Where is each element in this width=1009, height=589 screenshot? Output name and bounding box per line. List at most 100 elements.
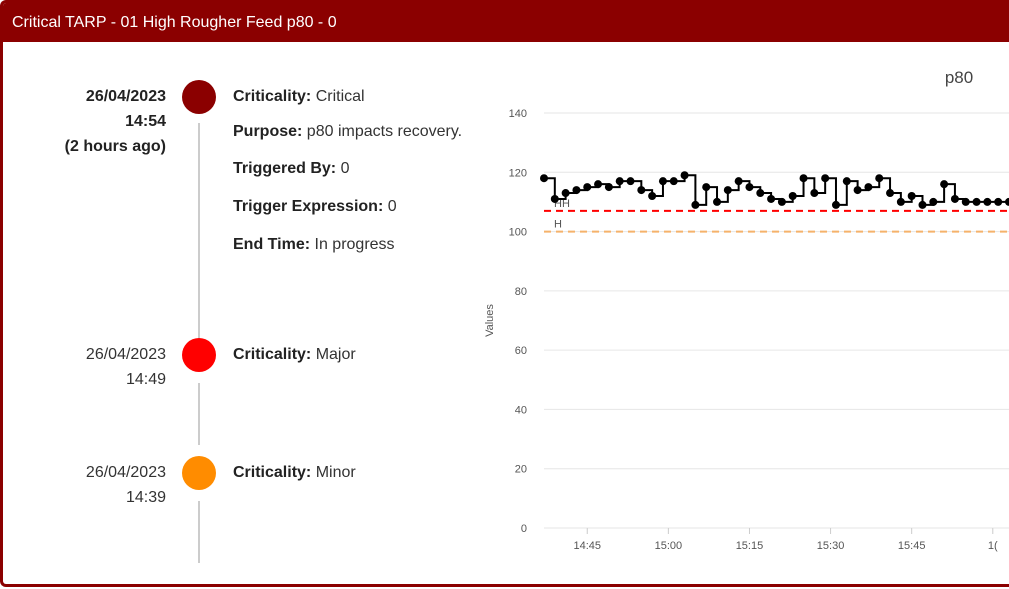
timeline-details: Criticality: Minor: [233, 463, 356, 500]
data-point: [615, 177, 624, 186]
major-status-dot: [182, 338, 216, 372]
data-point: [550, 194, 559, 203]
data-point: [604, 183, 613, 192]
data-point: [756, 189, 765, 198]
data-point: [680, 171, 689, 180]
data-point: [983, 197, 992, 206]
data-point: [853, 186, 862, 195]
data-point: [658, 177, 667, 186]
detail-value: p80 impacts recovery.: [306, 123, 463, 140]
y-tick-label: 60: [515, 345, 527, 357]
minor-status-dot: [182, 456, 216, 490]
data-point: [864, 183, 873, 192]
critical-status-dot: [182, 80, 216, 114]
data-point: [940, 180, 949, 189]
data-point: [821, 174, 830, 183]
timeline-date: 26/04/2023: [85, 88, 166, 105]
detail-value: Major: [315, 346, 356, 363]
timeline-time: 14:39: [125, 489, 166, 506]
data-point: [929, 197, 938, 206]
timeline-time: 14:54: [125, 113, 166, 130]
data-point: [713, 197, 722, 206]
detail-key: Trigger Expression:: [233, 198, 384, 215]
y-tick-label: 100: [509, 227, 527, 239]
data-point: [994, 197, 1003, 206]
detail-key: Criticality:: [233, 88, 312, 105]
data-point: [648, 192, 657, 200]
data-point: [734, 177, 743, 186]
data-point: [1005, 197, 1009, 206]
data-point: [875, 174, 884, 183]
data-point: [594, 180, 603, 189]
detail-value: Minor: [315, 464, 356, 481]
detail-end-time: End Time: In progress: [233, 235, 462, 272]
detail-criticality: Criticality: Critical: [233, 87, 462, 124]
timeline-connector: [198, 123, 200, 338]
data-point: [745, 183, 754, 192]
data-point: [886, 189, 895, 198]
panel-title: Critical TARP - 01 High Rougher Feed p80…: [3, 3, 1009, 42]
criticality-timeline: 26/04/2023 14:54 (2 hours ago) Criticali…: [3, 43, 483, 583]
y-tick-label: 20: [515, 464, 527, 476]
data-point: [723, 186, 732, 195]
chart-svg: p80 0 20 40 60 80 100 120 140 Values 14:45 15:00 15:…: [484, 68, 1009, 552]
detail-criticality: Criticality: Major: [233, 345, 356, 382]
data-point: [831, 200, 840, 209]
data-point: [788, 192, 797, 200]
data-point: [583, 183, 592, 192]
timeline-date: 26/04/2023: [85, 464, 166, 481]
data-point: [799, 174, 808, 183]
x-tick-label: 14:45: [573, 540, 601, 552]
series-line: [544, 174, 1009, 206]
y-tick-label: 0: [521, 523, 527, 535]
detail-criticality: Criticality: Minor: [233, 463, 356, 500]
x-tick-label: 15:15: [736, 540, 764, 552]
detail-value: 0: [340, 160, 350, 177]
data-point: [918, 200, 927, 209]
detail-value: In progress: [314, 236, 395, 253]
timeline-connector: [198, 501, 200, 563]
data-point: [702, 183, 711, 192]
chart-title: p80: [945, 68, 973, 87]
p80-chart: p80 0 20 40 60 80 100 120 140 Values 14:45 15:00 15:…: [475, 40, 1009, 589]
detail-key: End Time:: [233, 236, 311, 253]
data-point: [972, 197, 981, 206]
data-point: [669, 177, 678, 186]
data-point: [842, 177, 851, 186]
timeline-time: 14:49: [125, 371, 166, 388]
x-tick-label: 15:30: [817, 540, 845, 552]
timeline-relative-time: (2 hours ago): [64, 138, 166, 155]
detail-key: Criticality:: [233, 464, 312, 481]
data-point: [907, 192, 916, 200]
data-point: [637, 186, 646, 195]
x-tick-label: 1(: [988, 540, 998, 552]
data-point: [810, 189, 819, 198]
detail-value: Critical: [315, 88, 365, 105]
data-point: [572, 186, 581, 195]
data-point: [950, 194, 959, 203]
y-tick-label: 140: [509, 108, 527, 120]
x-tick-label: 15:45: [898, 540, 926, 552]
detail-key: Triggered By:: [233, 160, 337, 177]
y-tick-label: 40: [515, 404, 527, 416]
timeline-date: 26/04/2023: [85, 346, 166, 363]
timeline-details: Criticality: Major: [233, 345, 356, 382]
y-axis-label: Values: [484, 304, 496, 337]
y-tick-label: 80: [515, 286, 527, 298]
data-point: [896, 197, 905, 206]
detail-key: Purpose:: [233, 123, 303, 140]
detail-triggered-by: Triggered By: 0: [233, 159, 462, 197]
detail-trigger-expression: Trigger Expression: 0: [233, 197, 462, 235]
data-point: [777, 197, 786, 206]
data-point: [540, 174, 548, 183]
detail-key: Criticality:: [233, 346, 312, 363]
timeline-connector: [198, 383, 200, 445]
timeline-details: Criticality: Critical Purpose: p80 impac…: [233, 87, 462, 272]
detail-value: 0: [387, 198, 397, 215]
x-tick-label: 15:00: [655, 540, 683, 552]
data-point: [561, 189, 570, 198]
data-point: [626, 177, 635, 186]
data-point: [961, 197, 970, 206]
threshold-label-h: H: [554, 219, 562, 231]
